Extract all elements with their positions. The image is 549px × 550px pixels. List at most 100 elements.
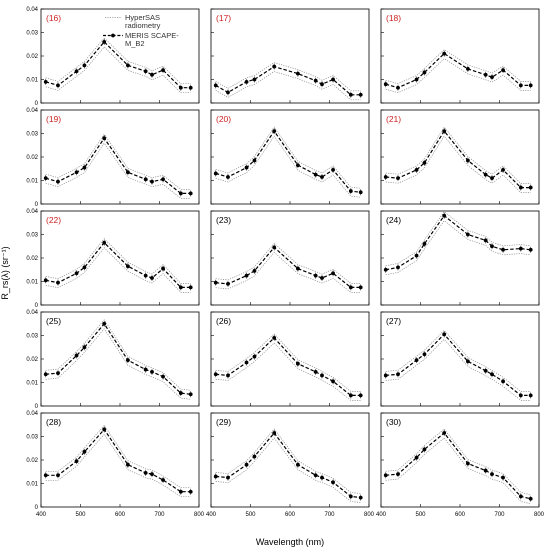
panel-20: (20): [210, 109, 370, 205]
x-tick-label: 400: [376, 512, 387, 518]
meris-point: [126, 358, 130, 363]
meris-point: [126, 63, 130, 68]
meris-point: [150, 472, 154, 476]
meris-point: [213, 83, 218, 88]
meris-point: [43, 473, 48, 478]
meris-point: [102, 321, 107, 326]
meris-point: [331, 271, 335, 276]
meris-point: [143, 69, 148, 74]
hypersas-upper-line: [215, 428, 361, 494]
meris-point: [226, 175, 230, 179]
hypersas-upper-line: [385, 211, 531, 267]
meris-point: [442, 213, 447, 218]
meris-point: [150, 179, 154, 184]
meris-point: [82, 265, 87, 270]
y-tick-label: 0.04: [26, 411, 38, 417]
meris-point: [150, 370, 154, 374]
meris-point: [490, 472, 494, 476]
hypersas-lower-line: [215, 251, 361, 293]
meris-point: [252, 454, 257, 459]
hypersas-lower-line: [385, 338, 531, 401]
panel-24: (24): [380, 210, 540, 306]
hypersas-lower-line: [385, 220, 531, 276]
meris-point: [320, 82, 324, 87]
panel-25: 0 0.01 0.02 0.03 0.04 (25): [26, 310, 200, 410]
y-tick-label: 0.02: [26, 256, 38, 262]
meris-point: [82, 449, 87, 454]
hypersas-lower-line: [45, 142, 191, 199]
meris-point: [483, 72, 488, 77]
meris-point: [313, 78, 318, 83]
hypersas-lower-line: [45, 46, 191, 94]
meris-point: [483, 238, 488, 243]
meris-point: [320, 276, 324, 280]
meris-point: [43, 278, 48, 283]
meris-point: [213, 171, 218, 176]
panel-28: 0 0.01 0.02 0.03 0.04 400 500 600 700 800 (28): [26, 411, 204, 518]
meris-point: [56, 371, 60, 375]
meris-point: [348, 393, 353, 398]
meris-point: [161, 177, 165, 182]
meris-point: [414, 77, 419, 82]
meris-point: [252, 77, 257, 82]
meris-point: [501, 379, 505, 384]
meris-point: [143, 367, 148, 372]
meris-point: [442, 332, 447, 337]
meris-point: [348, 494, 353, 499]
plot-frame: [380, 8, 540, 104]
y-tick-label: 0: [35, 101, 39, 107]
meris-point: [358, 190, 363, 195]
meris-point: [331, 480, 335, 485]
y-tick-label: 0: [35, 202, 39, 208]
hypersas-lower-line: [385, 58, 531, 94]
meris-point: [501, 68, 505, 72]
meris-series-line: [45, 322, 191, 395]
meris-point: [213, 280, 218, 285]
meris-point: [126, 170, 130, 175]
hypersas-upper-line: [45, 133, 191, 190]
meris-series-line: [215, 246, 361, 288]
meris-point: [126, 264, 130, 269]
meris-point: [188, 489, 193, 494]
x-tick-label: 400: [36, 512, 47, 518]
hypersas-lower-line: [215, 342, 361, 401]
meris-point: [442, 129, 447, 134]
meris-point: [528, 393, 533, 398]
panel-grid: 0 0.01 0.02 0.03 0.04 (16) (17) (18) 0 0.01 0.02 0.…: [26, 7, 544, 518]
meris-point: [82, 165, 87, 170]
meris-point: [348, 189, 353, 193]
meris-point: [56, 83, 60, 88]
x-tick-label: 700: [494, 512, 505, 518]
meris-point: [296, 71, 300, 76]
y-tick-label: 0.03: [26, 132, 38, 138]
meris-point: [102, 427, 107, 432]
hypersas-upper-line: [45, 238, 191, 284]
panel-26: (26): [210, 311, 370, 407]
meris-point: [244, 462, 249, 467]
meris-point: [226, 373, 230, 378]
y-tick-label: 0.04: [26, 7, 38, 13]
meris-point: [161, 68, 165, 72]
y-tick-label: 0.01: [26, 381, 38, 387]
x-tick-label: 400: [206, 512, 217, 518]
x-tick-label: 700: [324, 512, 335, 518]
meris-point: [244, 165, 249, 170]
hypersas-upper-line: [385, 126, 531, 184]
meris-point: [143, 177, 148, 182]
meris-series-line: [215, 65, 361, 96]
meris-point: [313, 473, 318, 478]
y-tick-label: 0.03: [26, 334, 38, 340]
plot-frame: [210, 311, 370, 407]
plot-frame: [40, 311, 200, 407]
panel-21: (21): [380, 109, 540, 205]
meris-point: [313, 370, 318, 374]
y-tick-label: 0.04: [26, 108, 38, 114]
meris-point: [43, 79, 48, 84]
panel-label: (27): [386, 316, 401, 326]
meris-point: [82, 345, 87, 350]
meris-point: [383, 267, 388, 272]
meris-point: [490, 372, 494, 377]
panel-label: (26): [216, 316, 231, 326]
meris-point: [74, 271, 79, 276]
panel-label: (30): [386, 417, 401, 427]
